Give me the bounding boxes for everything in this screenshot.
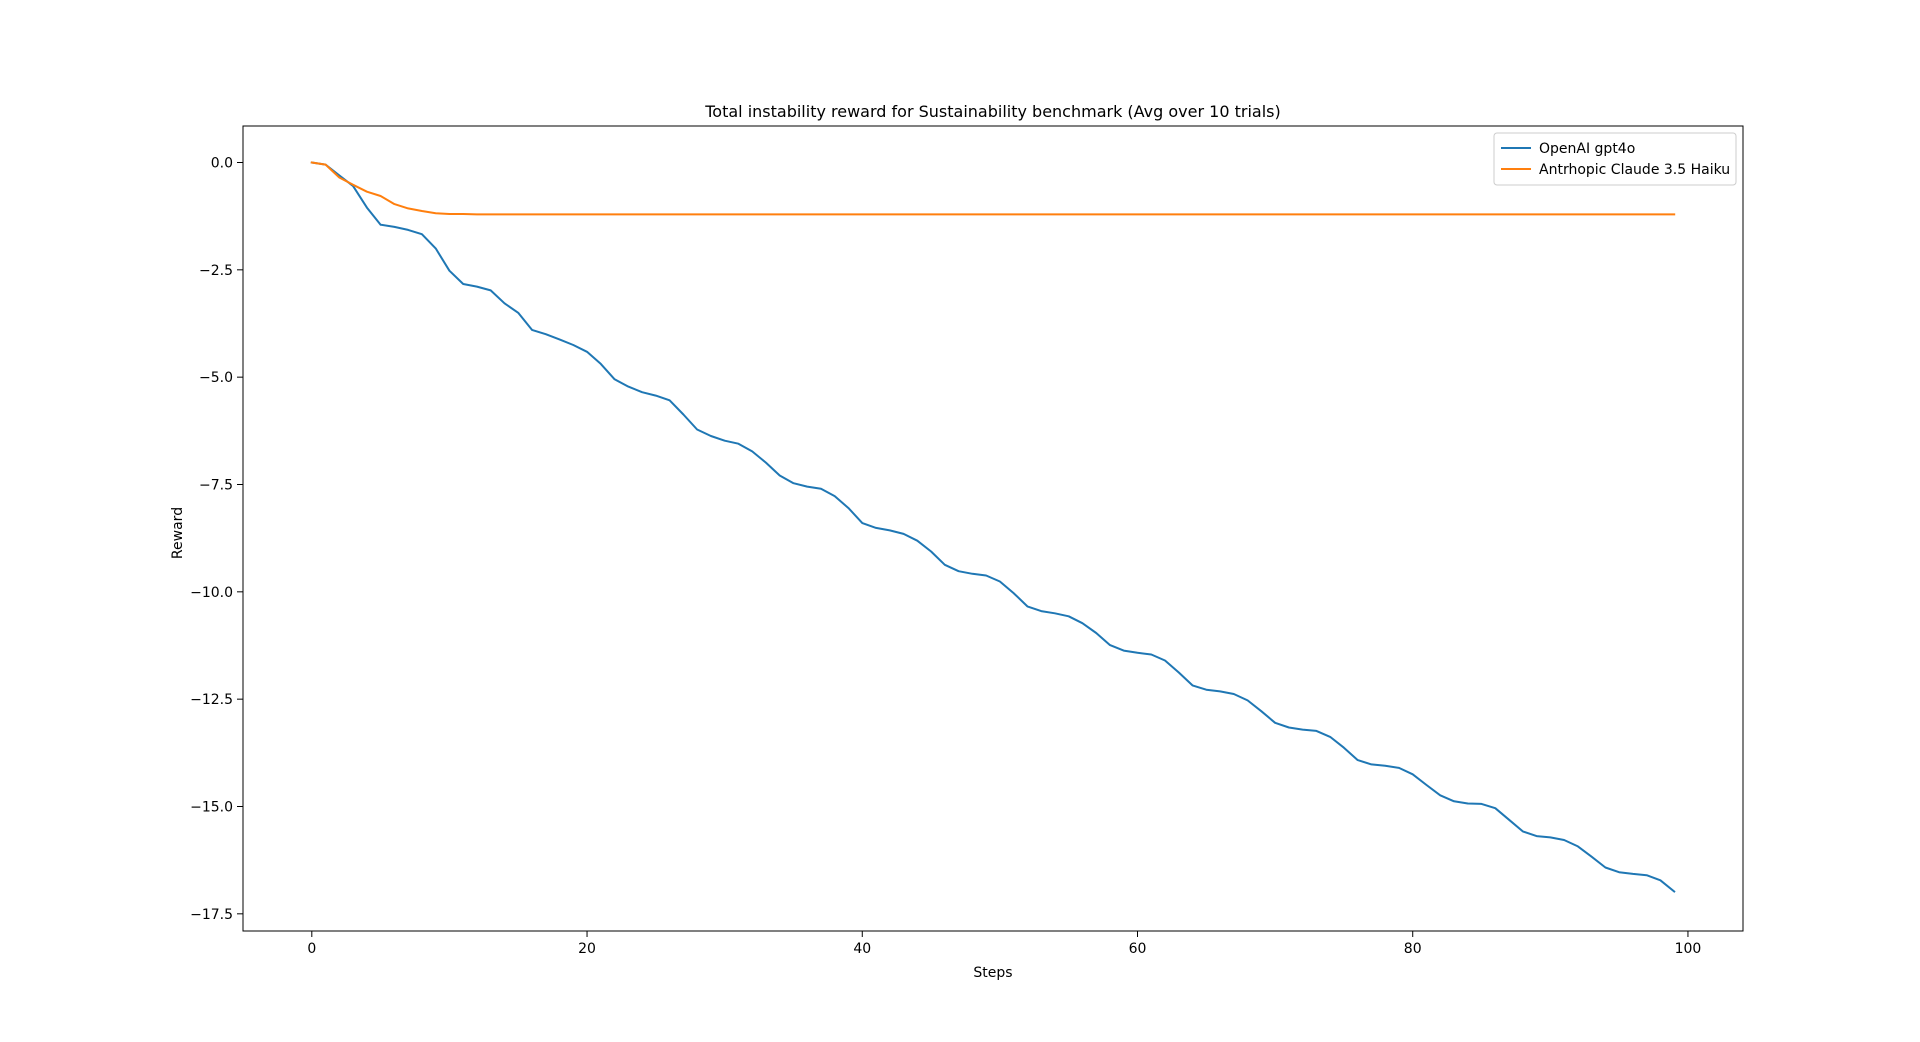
legend-box <box>1493 132 1737 186</box>
x-axis-label: Steps <box>973 965 1012 981</box>
x-tick-label: 0 <box>307 941 316 957</box>
legend-label-1: OpenAI gpt4o <box>1539 141 1635 157</box>
y-tick-label: −17.5 <box>190 907 233 923</box>
x-tick-label: 100 <box>1675 941 1702 957</box>
y-axis: 0.0 −2.5 −5.0 −7.5 −10.0 −12.5 −15.0 −17.5 <box>190 155 243 923</box>
y-tick-label: −5.0 <box>199 370 233 386</box>
x-axis: 0 20 40 60 80 100 <box>307 931 1701 957</box>
y-tick-label: −12.5 <box>190 692 233 708</box>
plot-frame <box>242 125 1744 932</box>
x-tick-label: 40 <box>853 941 871 957</box>
x-tick-label: 20 <box>578 941 596 957</box>
y-axis-label: Reward <box>170 507 186 559</box>
y-tick-label: 0.0 <box>211 155 233 171</box>
chart-title: Total instability reward for Sustainabil… <box>704 102 1280 121</box>
y-tick-label: −10.0 <box>190 585 233 601</box>
legend: OpenAI gpt4o Antrhopic Claude 3.5 Haiku <box>1493 132 1737 186</box>
series-line-1 <box>310 161 1676 893</box>
y-tick-label: −7.5 <box>199 477 233 493</box>
legend-label-2: Antrhopic Claude 3.5 Haiku <box>1539 162 1730 178</box>
y-tick-label: −2.5 <box>199 263 233 279</box>
y-tick-label: −15.0 <box>190 799 233 815</box>
series-layer <box>310 161 1676 893</box>
x-tick-label: 60 <box>1129 941 1147 957</box>
series-line-2 <box>310 161 1676 216</box>
x-tick-label: 80 <box>1404 941 1422 957</box>
